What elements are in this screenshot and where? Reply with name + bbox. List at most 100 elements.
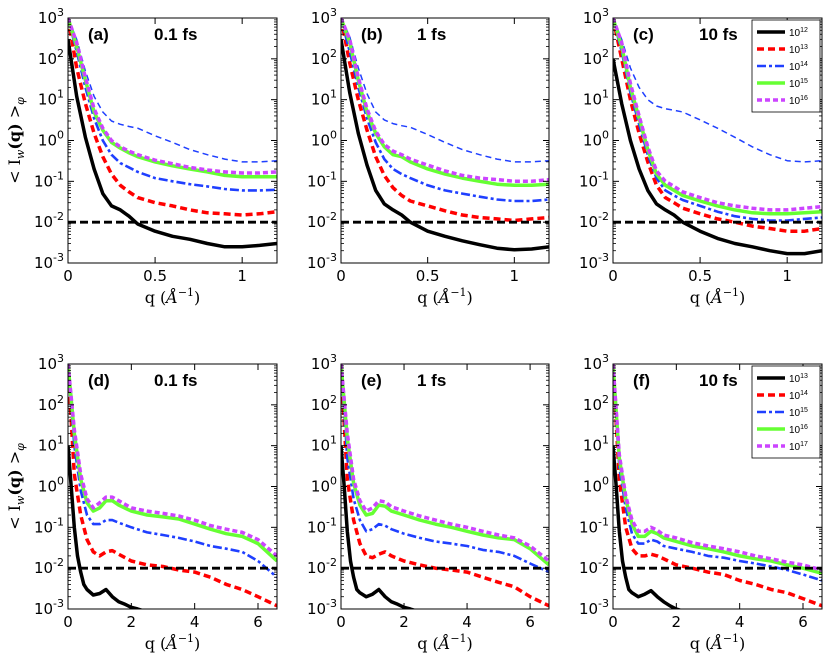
y-tick-base: 10: [38, 355, 57, 373]
x-label-prefix: q (: [690, 634, 712, 653]
y-tick-exp: -1: [326, 169, 337, 182]
y-tick-label: 103: [311, 352, 337, 373]
series-line-10-16: [341, 18, 549, 184]
y-tick-base: 10: [311, 50, 330, 68]
y-tick-label: 102: [38, 393, 64, 414]
legend-exp: 16: [800, 95, 808, 102]
y-tick-label: 10-2: [579, 210, 609, 231]
y-tick-exp: 1: [57, 434, 64, 447]
y-tick-label: 101: [583, 434, 609, 455]
y-tick-exp: 3: [602, 352, 609, 365]
y-tick-exp: 3: [57, 352, 64, 365]
x-tick-label: 1: [510, 267, 520, 285]
panel-title: 0.1 fs: [154, 25, 197, 44]
x-label-sup: −1: [723, 632, 739, 645]
y-axis-label: < Iw(q) >φ: [5, 97, 27, 184]
x-label-angstrom: Å: [709, 633, 723, 653]
y-tick-base: 10: [34, 172, 53, 190]
y-tick-exp: -1: [598, 169, 609, 182]
x-label-sup: −1: [723, 286, 739, 299]
legend-label: 1013: [789, 44, 808, 56]
series-line-10-13: [68, 445, 144, 609]
x-label-prefix: q (: [417, 288, 439, 307]
y-tick-label: 101: [583, 88, 609, 109]
y-tick-exp: -1: [326, 515, 337, 528]
y-label-sub: w: [14, 149, 27, 159]
y-label-main: < I: [5, 505, 24, 530]
x-label-suffix: ): [467, 288, 473, 307]
y-tick-exp: -3: [326, 251, 337, 264]
legend-exp: 13: [800, 373, 808, 380]
y-tick-base: 10: [579, 254, 598, 272]
series-group: [68, 18, 277, 249]
x-label-angstrom: Å: [164, 633, 178, 653]
x-tick-label: 0.5: [143, 267, 167, 285]
series-line-10-14: [341, 364, 549, 608]
x-tick-label: 2: [399, 613, 409, 631]
series-line-10-13: [613, 445, 683, 609]
y-tick-exp: 3: [330, 6, 337, 19]
y-tick-label: 101: [311, 88, 337, 109]
legend-base: 10: [789, 96, 801, 107]
legend-base: 10: [789, 391, 801, 402]
series-line-10-12: [341, 39, 549, 252]
y-tick-base: 10: [38, 396, 57, 414]
legend-base: 10: [789, 408, 801, 419]
series-group: [341, 364, 549, 609]
panel-label: (b): [361, 25, 383, 44]
x-tick-label: 0: [336, 613, 346, 631]
panel-title: 1 fs: [417, 371, 446, 390]
legend-exp: 16: [800, 424, 808, 431]
y-tick-label: 103: [38, 6, 64, 27]
series-line-10-15: [68, 18, 277, 179]
legend-exp: 17: [800, 441, 808, 448]
y-tick-base: 10: [583, 396, 602, 414]
x-label-sup: −1: [450, 632, 466, 645]
y-tick-exp: -1: [53, 169, 64, 182]
y-tick-base: 10: [307, 172, 326, 190]
y-tick-exp: 3: [602, 6, 609, 19]
x-tick-label: 6: [253, 613, 263, 631]
legend-base: 10: [789, 28, 801, 39]
x-tick-label: 6: [525, 613, 535, 631]
y-tick-label: 10-2: [579, 556, 609, 577]
x-label-sup: −1: [178, 286, 194, 299]
y-tick-exp: 1: [602, 88, 609, 101]
legend-label: 1016: [789, 424, 808, 436]
series-line-10-16: [613, 18, 822, 212]
y-tick-base: 10: [34, 213, 53, 231]
y-tick-label: 103: [311, 6, 337, 27]
y-tick-base: 10: [38, 437, 57, 455]
legend-label: 1014: [789, 390, 808, 402]
legend-base: 10: [789, 374, 801, 385]
y-tick-exp: 3: [330, 352, 337, 365]
y-tick-exp: 0: [330, 129, 337, 142]
axes-frame: [67, 17, 278, 264]
x-axis-label: q (Å−1): [145, 632, 201, 653]
x-tick-label: 4: [462, 613, 472, 631]
y-tick-label: 102: [583, 393, 609, 414]
y-tick-exp: 0: [330, 475, 337, 488]
series-line-10-15: [341, 364, 549, 574]
y-tick-label: 100: [38, 129, 64, 150]
y-tick-base: 10: [34, 254, 53, 272]
x-axis-label: q (Å−1): [690, 286, 746, 307]
panel-label: (c): [633, 25, 654, 44]
x-label-suffix: ): [739, 288, 745, 307]
y-tick-exp: 2: [602, 393, 609, 406]
y-tick-base: 10: [34, 518, 53, 536]
legend-exp: 13: [800, 44, 808, 51]
legend-base: 10: [789, 425, 801, 436]
y-tick-exp: 0: [602, 475, 609, 488]
legend-exp: 14: [800, 61, 808, 68]
panel-label: (e): [361, 371, 382, 390]
y-tick-base: 10: [38, 9, 57, 27]
legend-base: 10: [789, 45, 801, 56]
x-tick-label: 0.5: [688, 267, 712, 285]
y-tick-label: 10-2: [307, 210, 337, 231]
series-line-10-17: [613, 364, 822, 572]
y-tick-base: 10: [311, 132, 330, 150]
legend-label: 1015: [789, 78, 808, 90]
